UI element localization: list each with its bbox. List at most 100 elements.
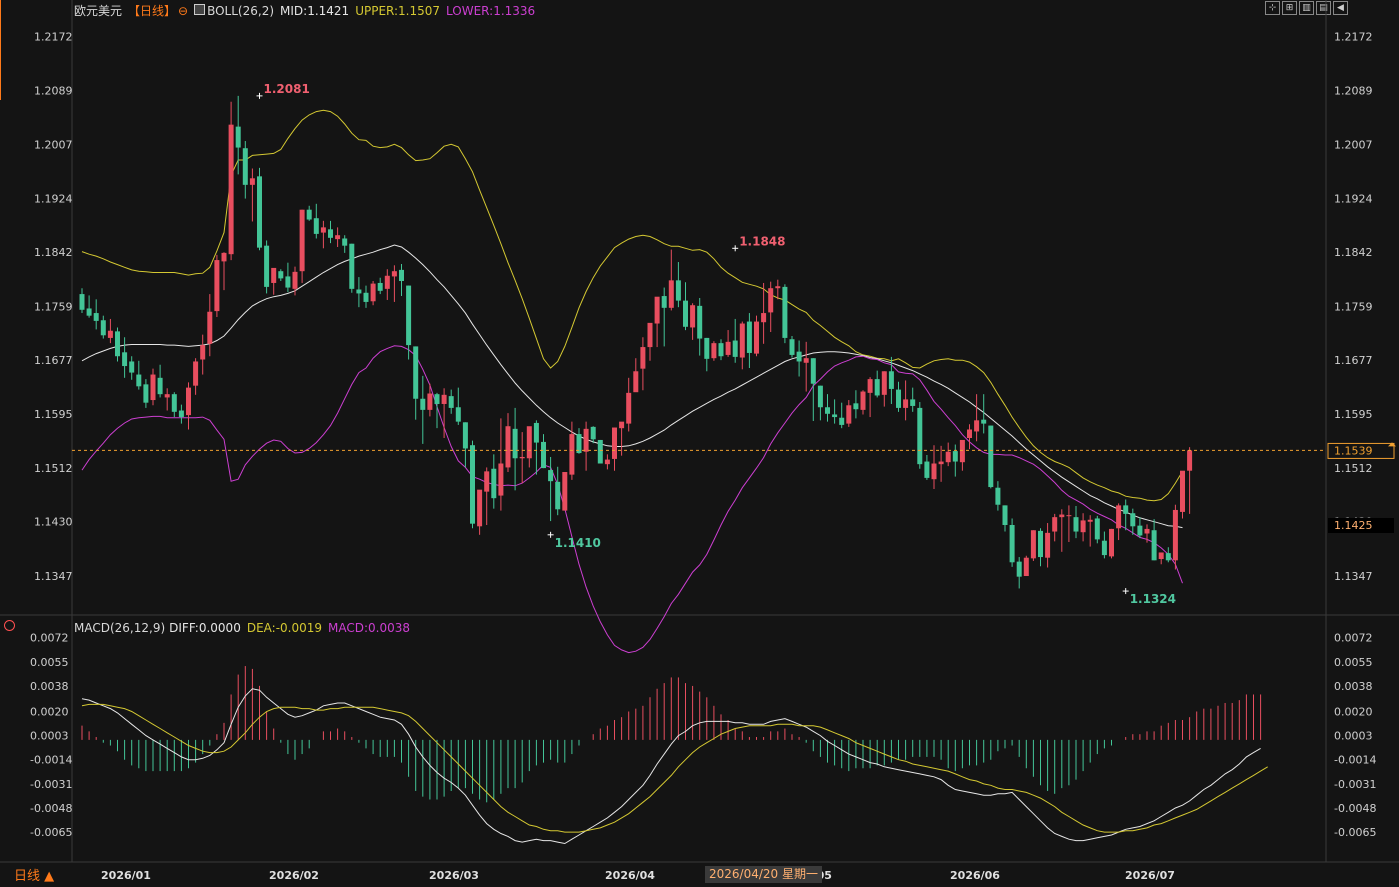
candle <box>612 427 617 471</box>
candle <box>945 442 951 467</box>
candle <box>427 383 433 417</box>
price-tick-left: 1.1430 <box>34 516 73 529</box>
macd-label[interactable]: MACD(26,12,9) <box>74 621 166 635</box>
candle-body <box>86 308 92 316</box>
candle <box>342 235 348 253</box>
candle <box>967 424 972 450</box>
candle-body <box>1172 509 1178 561</box>
candle <box>959 439 965 471</box>
chart-icon[interactable]: ▥ <box>1299 1 1314 15</box>
layout-icon[interactable]: ⊞ <box>1282 1 1297 15</box>
candle-body <box>974 420 980 432</box>
candle <box>910 387 916 412</box>
candle-body <box>910 399 916 406</box>
candle <box>988 425 994 489</box>
macd-tick-right: 0.0055 <box>1334 656 1373 669</box>
candle-body <box>115 331 120 357</box>
candle-body <box>470 445 475 524</box>
period-label[interactable]: 【日线】 <box>128 4 177 18</box>
candle <box>761 282 767 344</box>
crosshair-icon[interactable]: ⊹ <box>1265 1 1280 15</box>
macd-value-label: MACD:0.0038 <box>328 621 411 635</box>
candle <box>207 294 213 357</box>
candle-body <box>249 178 255 185</box>
candle-body <box>597 439 603 464</box>
period-tab[interactable]: 日线 ▲ <box>14 869 55 884</box>
candle-body <box>150 374 156 401</box>
candle <box>1045 523 1051 568</box>
high-label: 1.2081 <box>264 82 310 96</box>
candle-body <box>235 126 241 148</box>
candle <box>1038 528 1043 567</box>
candle-body <box>959 439 965 463</box>
candle-body <box>178 410 184 418</box>
candle-body <box>498 463 504 496</box>
date-tick: 2026/04 <box>605 869 655 882</box>
mid-price-tag <box>1328 517 1394 533</box>
candle-body <box>399 269 404 282</box>
macd-tick-right: 0.0038 <box>1334 680 1373 693</box>
candle <box>1030 530 1036 561</box>
candle-body <box>896 389 901 408</box>
crosshair-date-label: 2026/04/20 星期一 <box>705 866 822 883</box>
candle <box>867 377 873 418</box>
candle-body <box>186 387 191 416</box>
candle-body <box>604 459 610 465</box>
candle-body <box>839 417 845 425</box>
candle <box>335 227 341 247</box>
candle-body <box>761 313 767 323</box>
target-icon[interactable] <box>4 620 15 631</box>
candle <box>1094 515 1100 544</box>
price-tick-left: 1.2172 <box>34 30 73 43</box>
price-tick-right: 1.1347 <box>1334 570 1373 583</box>
candle <box>654 296 660 348</box>
price-tick-right: 1.2007 <box>1334 138 1373 151</box>
price-tick-left: 1.2089 <box>34 85 73 98</box>
candle <box>853 390 859 419</box>
candle <box>214 254 220 317</box>
macd-dea-label: DEA:-0.0019 <box>246 621 323 635</box>
candle-body <box>391 271 397 277</box>
candle-body <box>803 358 809 363</box>
candle-body <box>640 347 646 369</box>
candle <box>100 315 106 339</box>
candle <box>697 298 703 356</box>
candle <box>384 269 390 300</box>
candle-body <box>739 323 745 358</box>
indicator-icon[interactable] <box>194 4 206 15</box>
candle <box>470 440 475 529</box>
candle-body <box>1144 528 1150 534</box>
candle-body <box>1130 513 1136 527</box>
macd-diff-line <box>81 688 1261 845</box>
candle <box>512 407 518 491</box>
macd-indicator-header: MACD(26,12,9) DIFF:0.0000 DEA:-0.0019 MACD:… <box>74 621 416 635</box>
candle-body <box>732 340 738 357</box>
candle <box>107 318 113 344</box>
boll-label[interactable]: BOLL(26,2) <box>207 4 275 18</box>
macd-tick-left: -0.0048 <box>30 802 72 815</box>
prev-icon[interactable]: ◀ <box>1333 1 1348 15</box>
candle-body <box>242 148 248 185</box>
date-tick: 2026/03 <box>429 869 479 882</box>
candle <box>888 356 894 404</box>
candle-body <box>292 271 298 289</box>
candle-body <box>164 394 170 398</box>
candle <box>583 421 589 471</box>
candle-body <box>647 322 653 348</box>
candle-body <box>668 280 674 308</box>
candle <box>739 321 745 370</box>
date-tick: 2026/06 <box>950 869 1000 882</box>
candle <box>1137 517 1143 539</box>
candle <box>725 330 731 357</box>
lock-circle-icon[interactable]: ⊖ <box>178 4 189 18</box>
candle <box>484 467 490 525</box>
candle <box>1187 447 1193 514</box>
candle <box>115 327 120 362</box>
candle-body <box>576 434 582 454</box>
candle-body <box>342 238 348 246</box>
candle-body <box>746 321 752 353</box>
candle-body <box>860 391 866 410</box>
menu-icon[interactable]: ▤ <box>1316 1 1331 15</box>
candle-body <box>562 472 568 511</box>
